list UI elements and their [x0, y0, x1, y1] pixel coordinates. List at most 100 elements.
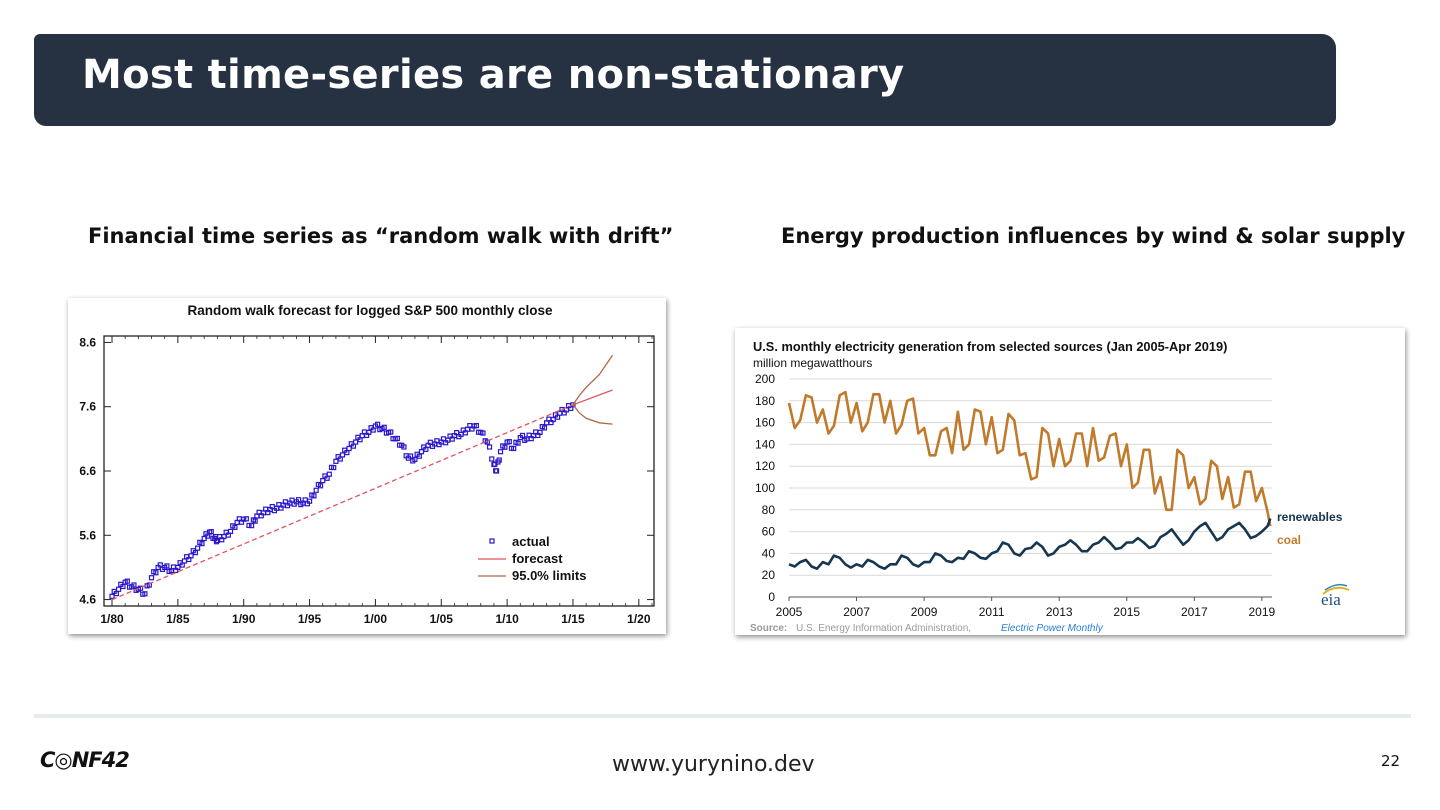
- eia-logo: eia: [1321, 583, 1350, 609]
- sp500-actual-point: [317, 483, 324, 489]
- sp500-actual-point: [175, 564, 181, 571]
- sp500-actual-point: [506, 439, 512, 445]
- sp500-y-tick-label: 4.6: [79, 593, 96, 607]
- electricity-series-labels: renewables coal: [1277, 510, 1343, 547]
- sp500-actual-point: [412, 456, 418, 463]
- electricity-chart-title: U.S. monthly electricity generation from…: [753, 339, 1227, 354]
- sp500-actual-point: [339, 452, 346, 458]
- sp500-actual-point: [401, 444, 407, 450]
- electricity-chart-subtitle: million megawatthours: [753, 356, 872, 370]
- sp500-actual-point: [213, 539, 220, 545]
- sp500-actual-point: [333, 458, 339, 464]
- sp500-forecast-line: [111, 404, 574, 601]
- electricity-x-tick-label: 2011: [979, 605, 1005, 619]
- sp500-actual-point: [353, 439, 359, 445]
- sp500-axis-ticks: 4.6 5.6 6.6 7.6 8.6 1/80 1/85 1/90 1/95 1/00 1/05 1…: [79, 335, 654, 626]
- sp500-actual-point: [124, 578, 130, 584]
- sp500-actual-point: [164, 563, 170, 569]
- sp500-x-tick-label: 1/85: [166, 612, 190, 626]
- sp500-actual-point: [246, 522, 252, 529]
- legend-actual-marker: [489, 538, 495, 544]
- source-link[interactable]: Electric Power Monthly: [1001, 623, 1104, 634]
- sp500-actual-point: [496, 457, 502, 463]
- sp500-actual-point: [142, 591, 148, 597]
- slide-title: Most time-series are non-stationary: [82, 52, 905, 98]
- sp500-actual-point: [326, 471, 332, 477]
- sp500-actual-point: [148, 575, 155, 581]
- sp500-actual-point: [407, 453, 414, 459]
- eia-logo-swoosh-blue: [1324, 583, 1348, 591]
- sp500-actual-point: [252, 518, 258, 524]
- sp500-x-tick-label: 1/95: [298, 612, 322, 626]
- sp500-actual-point: [249, 523, 255, 529]
- subheading-left: Financial time series as “random walk wi…: [88, 224, 674, 248]
- sp500-series-group: [109, 354, 614, 601]
- electricity-y-tick-label: 180: [755, 394, 775, 408]
- sp500-actual-point: [394, 435, 400, 442]
- electricity-coal-line: [787, 390, 1272, 527]
- sp500-actual-point: [181, 558, 188, 564]
- sp500-actual-point: [515, 440, 521, 446]
- electricity-x-tick-label: 2019: [1249, 605, 1276, 619]
- sp500-actual-point: [497, 449, 504, 455]
- sp500-actual-point: [331, 464, 337, 471]
- sp500-actual-point: [199, 541, 205, 547]
- sp500-actual-point: [109, 593, 115, 599]
- sp500-actual-point: [208, 529, 214, 535]
- sp500-actual-point: [227, 528, 234, 535]
- electricity-y-tick-label: 20: [762, 568, 776, 582]
- electricity-renewables-line: [788, 518, 1272, 570]
- sp500-actual-point: [232, 524, 238, 530]
- sp500-actual-point: [493, 468, 500, 474]
- electricity-chart-card: U.S. monthly electricity generation from…: [735, 328, 1405, 635]
- sp500-actual-point: [320, 478, 326, 484]
- source-label: Source:: [750, 623, 787, 634]
- sp500-actual-point: [241, 516, 247, 522]
- sp500-actual-point: [418, 449, 425, 455]
- sp500-actual-point: [570, 402, 576, 408]
- electricity-series-group: [787, 390, 1272, 570]
- sp500-x-tick-label: 1/10: [495, 612, 519, 626]
- electricity-y-tick-label: 120: [755, 459, 775, 473]
- sp500-actual-point: [480, 430, 486, 436]
- eia-logo-swoosh: [1322, 586, 1350, 595]
- coal-series-label: coal: [1277, 533, 1301, 547]
- legend-label: forecast: [512, 551, 563, 566]
- sp500-actual-point: [295, 497, 302, 503]
- sp500-actual-point: [489, 456, 495, 462]
- electricity-gridlines: 0 20 40 60 80 100 120 140 160 180 200 2005 2007 2009 2…: [755, 372, 1276, 619]
- sp500-actual-point: [311, 493, 317, 499]
- sp500-chart-card: Random walk forecast for logged S&P 500 …: [68, 298, 666, 634]
- sp500-x-tick-label: 1/15: [561, 612, 585, 626]
- sp500-y-tick-label: 8.6: [79, 335, 96, 349]
- sp500-actual-point: [221, 533, 227, 540]
- electricity-chart: U.S. monthly electricity generation from…: [750, 339, 1350, 634]
- electricity-y-tick-label: 40: [762, 546, 776, 560]
- sp500-x-tick-label: 1/20: [627, 612, 651, 626]
- sp500-actual-point: [313, 487, 319, 493]
- renewables-series-label: renewables: [1277, 510, 1343, 524]
- electricity-y-tick-label: 0: [768, 590, 775, 604]
- sp500-limit-line: [572, 404, 613, 425]
- footer-url[interactable]: www.yurynino.dev: [612, 752, 815, 777]
- sp500-actual-point: [306, 498, 313, 504]
- sp500-y-tick-label: 6.6: [79, 464, 96, 478]
- sp500-actual-point: [195, 545, 201, 551]
- electricity-y-tick-label: 140: [755, 437, 775, 451]
- sp500-actual-point: [375, 421, 381, 427]
- electricity-x-tick-label: 2017: [1181, 605, 1208, 619]
- sp500-limit-line: [572, 354, 614, 406]
- electricity-y-tick-label: 60: [762, 525, 776, 539]
- sp500-y-tick-label: 7.6: [79, 400, 96, 414]
- sp500-actual-point: [346, 445, 352, 452]
- conf42-logo: C◎NF42: [40, 748, 130, 772]
- electricity-y-tick-label: 200: [755, 372, 775, 386]
- electricity-x-tick-label: 2009: [911, 605, 938, 619]
- sp500-x-tick-label: 1/80: [100, 612, 124, 626]
- sp500-chart-title: Random walk forecast for logged S&P 500 …: [187, 303, 553, 318]
- electricity-y-tick-label: 160: [755, 416, 775, 430]
- sp500-actual-point: [519, 432, 526, 439]
- sp500-x-tick-label: 1/00: [364, 612, 388, 626]
- sp500-actual-point: [131, 582, 137, 588]
- sp500-actual-point: [243, 516, 249, 522]
